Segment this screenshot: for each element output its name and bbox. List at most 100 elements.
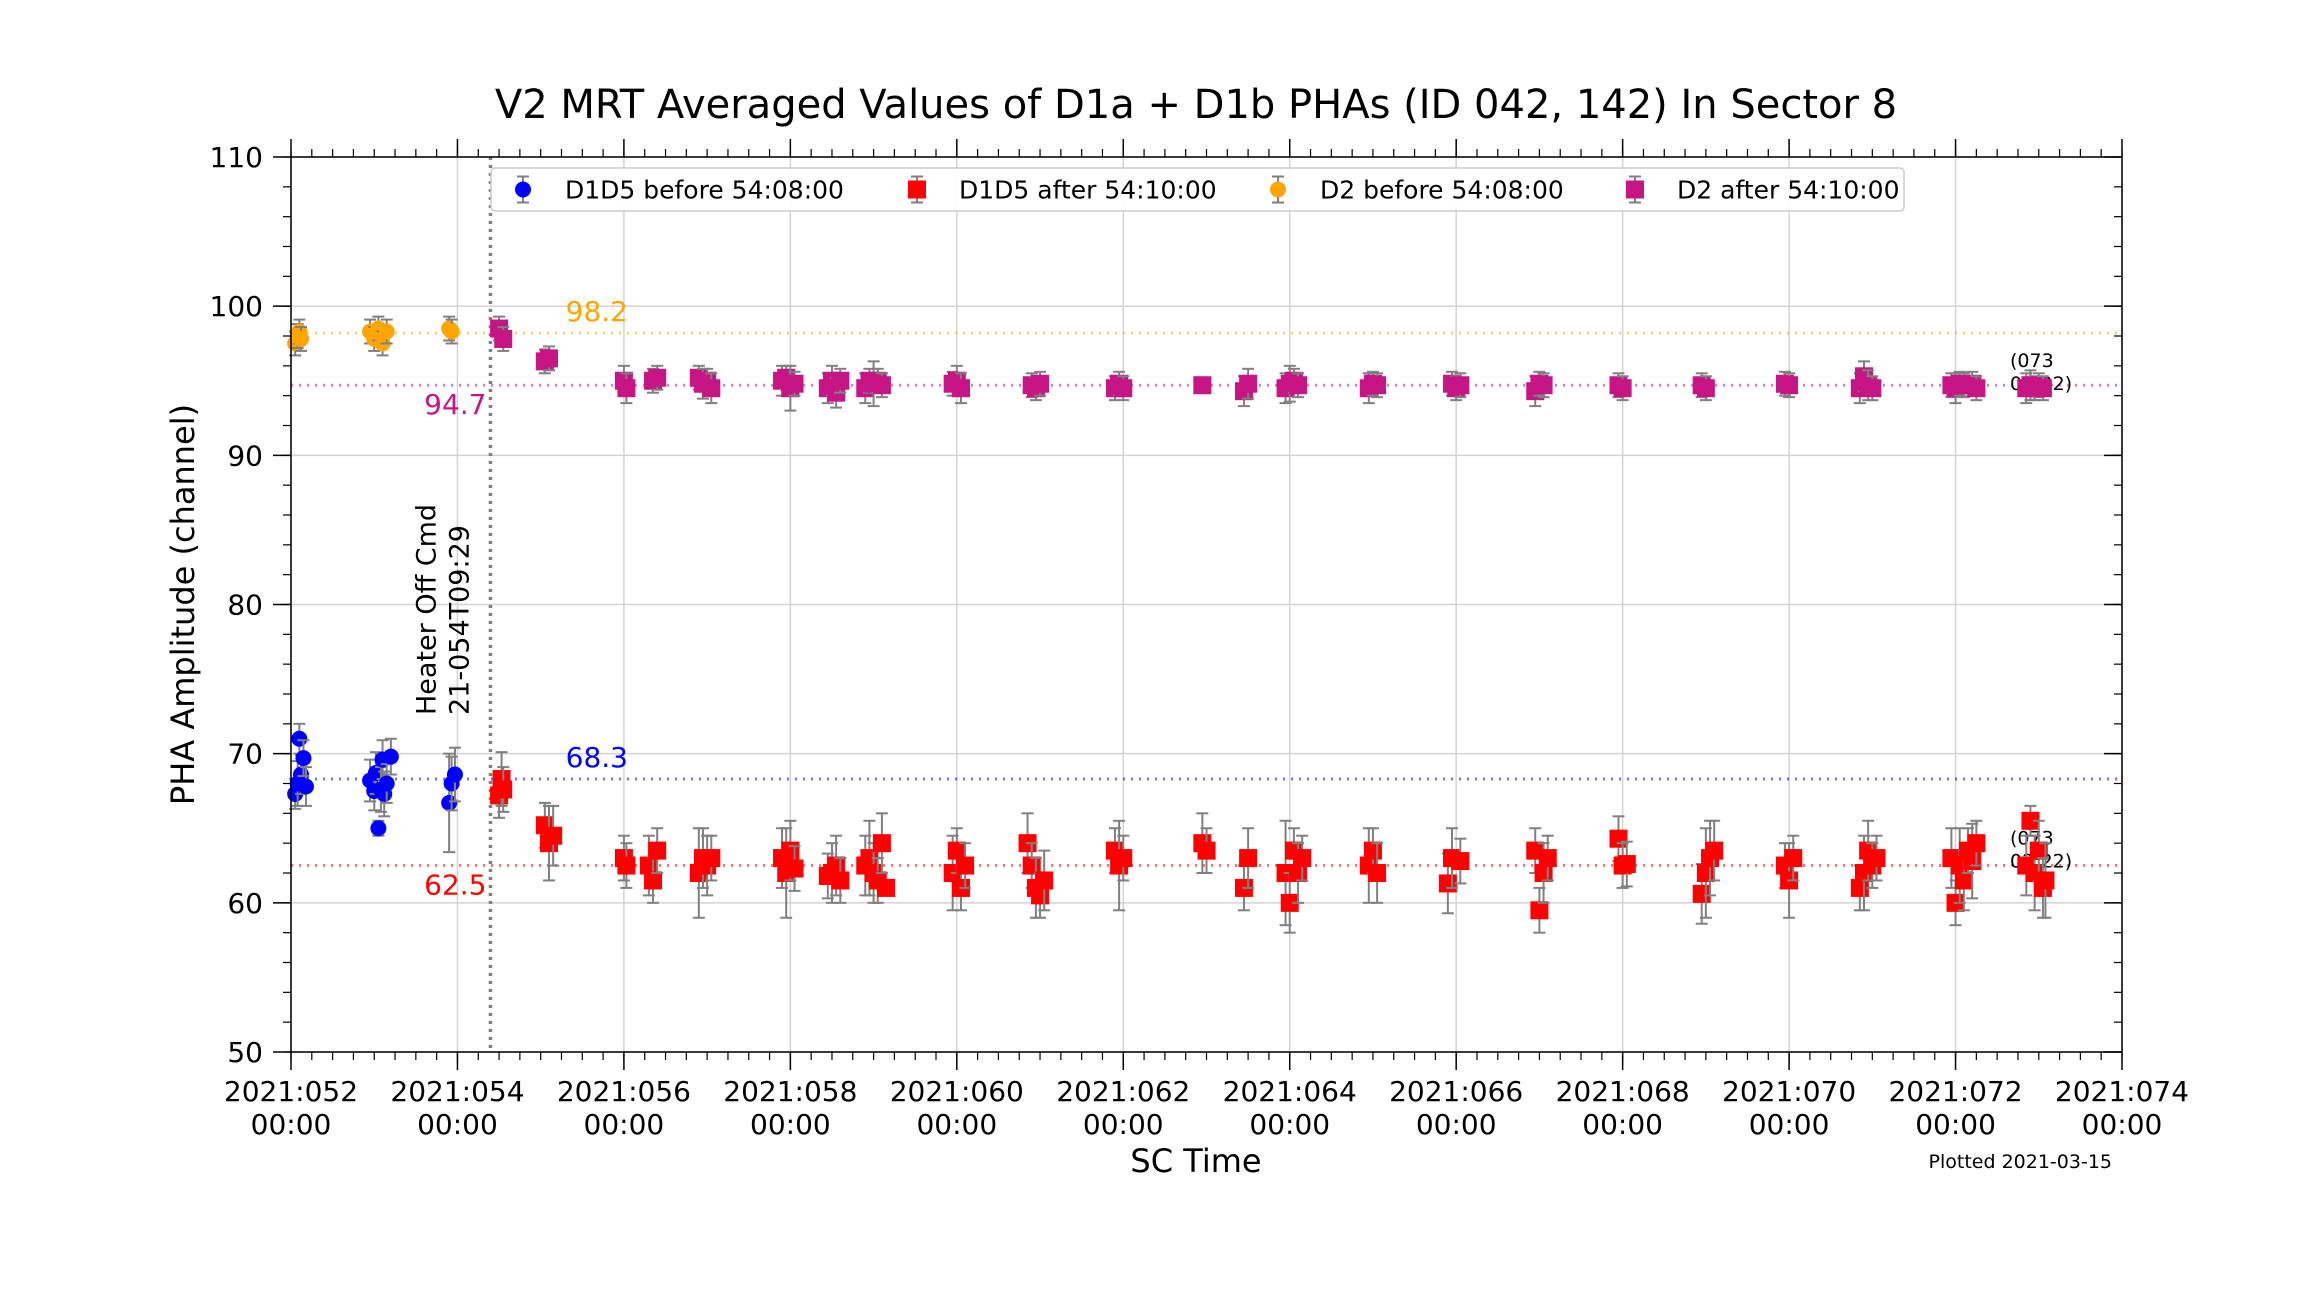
- data-point: [446, 766, 463, 783]
- data-point: [1114, 849, 1133, 868]
- x-tick-label-line: 00:00: [916, 1108, 997, 1141]
- y-tick-label: 100: [210, 290, 263, 323]
- data-point: [1967, 834, 1986, 853]
- mean-label: 98.2: [566, 295, 628, 328]
- legend: D1D5 before 54:08:00 D1D5 after 54:10:00 D…: [490, 167, 1905, 212]
- y-axis-label: PHA Amplitude (channel): [164, 404, 202, 805]
- data-point: [781, 841, 800, 860]
- data-point: [1368, 864, 1387, 882]
- data-point: [1705, 841, 1724, 860]
- legend-marker: [1626, 180, 1644, 199]
- data-point: [1193, 376, 1212, 395]
- data-point: [1696, 379, 1715, 398]
- x-tick-label-line: 2021:068: [1556, 1075, 1690, 1108]
- series-group: [287, 722, 463, 854]
- x-tick-label-line: 2021:052: [224, 1075, 358, 1108]
- mean-label: 94.7: [424, 388, 486, 421]
- x-tick-label-line: 2021:066: [1389, 1075, 1523, 1108]
- legend-box: [490, 167, 1905, 212]
- x-tick-label: 2021:056 00:00: [557, 1075, 691, 1141]
- data-point: [378, 775, 395, 792]
- data-point: [1280, 893, 1299, 912]
- data-point: [1954, 871, 1973, 890]
- x-axis-label: SC Time: [1130, 1142, 1261, 1180]
- data-point: [1617, 855, 1636, 874]
- data-point: [831, 371, 850, 390]
- x-tick-label-line: 00:00: [750, 1108, 831, 1141]
- data-point: [1451, 852, 1470, 871]
- plotted-note: Plotted 2021-03-15: [1929, 1151, 2112, 1173]
- data-point: [1534, 376, 1553, 395]
- heater-off-marker: Heater Off Cmd21-054T09:29: [411, 157, 493, 1052]
- data-point: [1438, 874, 1457, 893]
- data-point: [644, 871, 663, 890]
- data-point: [702, 379, 721, 398]
- data-point: [1692, 884, 1711, 903]
- legend-label: D1D5 after 54:10:00: [959, 176, 1217, 205]
- data-point: [1963, 852, 1982, 871]
- x-tick-label-line: 00:00: [1416, 1108, 1497, 1141]
- data-point: [956, 856, 975, 875]
- mean-label: 62.5: [424, 869, 486, 902]
- legend-label: D2 before 54:08:00: [1320, 176, 1564, 205]
- data-point: [1867, 849, 1886, 868]
- data-point: [2029, 841, 2048, 860]
- data-point: [1289, 376, 1308, 395]
- data-points: [287, 315, 2055, 934]
- legend-marker: [908, 180, 926, 199]
- data-point: [1293, 849, 1312, 868]
- heater-off-label: Heater Off Cmd21-054T09:29: [411, 504, 475, 715]
- data-point: [297, 778, 314, 795]
- data-point: [872, 376, 891, 395]
- data-point: [1613, 379, 1632, 398]
- data-point: [544, 826, 563, 845]
- x-tick-label-line: 00:00: [2082, 1108, 2163, 1141]
- data-point: [1114, 379, 1133, 398]
- x-tick-label: 2021:062 00:00: [1056, 1075, 1190, 1141]
- heater-off-label-line: Heater Off Cmd: [411, 504, 442, 715]
- data-point: [1609, 829, 1628, 848]
- x-tick-label-line: 00:00: [1083, 1108, 1164, 1141]
- y-tick-label: 50: [227, 1036, 263, 1069]
- data-point: [1031, 374, 1050, 393]
- x-tick-label-line: 2021:056: [557, 1075, 691, 1108]
- chart-title: V2 MRT Averaged Values of D1a + D1b PHAs…: [495, 82, 1897, 128]
- x-tick-label-line: 00:00: [1249, 1108, 1330, 1141]
- data-point: [494, 780, 513, 799]
- x-tick-label: 2021:064 00:00: [1223, 1075, 1357, 1141]
- data-point: [947, 841, 966, 860]
- x-tick-label: 2021:066 00:00: [1389, 1075, 1523, 1141]
- x-tick-label-line: 2021:070: [1722, 1075, 1856, 1108]
- data-point: [1239, 849, 1258, 868]
- data-point: [1368, 376, 1387, 395]
- x-tick-label: 2021:054 00:00: [390, 1075, 524, 1141]
- x-tick-label-line: 2021:058: [723, 1075, 857, 1108]
- data-point: [441, 794, 458, 811]
- mean-label: 68.3: [566, 741, 628, 774]
- data-point: [951, 379, 970, 398]
- data-point: [540, 349, 559, 368]
- x-tick-label-line: 2021:062: [1056, 1075, 1190, 1108]
- end-annotation-line: (073: [2010, 350, 2054, 372]
- data-point: [291, 730, 308, 747]
- data-point: [617, 856, 636, 875]
- data-point: [378, 323, 395, 340]
- data-point: [370, 820, 387, 837]
- data-point: [831, 871, 850, 890]
- axis-labels: V2 MRT Averaged Values of D1a + D1b PHAs…: [164, 82, 2112, 1180]
- data-point: [648, 841, 667, 860]
- y-tick-label: 70: [227, 738, 263, 771]
- data-point: [443, 323, 460, 340]
- x-tick-label: 2021:072 00:00: [1888, 1075, 2022, 1141]
- series-group: [490, 751, 2055, 934]
- data-point: [2036, 871, 2055, 890]
- data-point: [1035, 871, 1054, 890]
- y-tick-label: 90: [227, 439, 263, 472]
- data-point: [2033, 379, 2052, 398]
- legend-label: D1D5 before 54:08:00: [565, 176, 844, 205]
- data-point: [292, 330, 309, 347]
- x-tick-label-line: 2021:064: [1223, 1075, 1357, 1108]
